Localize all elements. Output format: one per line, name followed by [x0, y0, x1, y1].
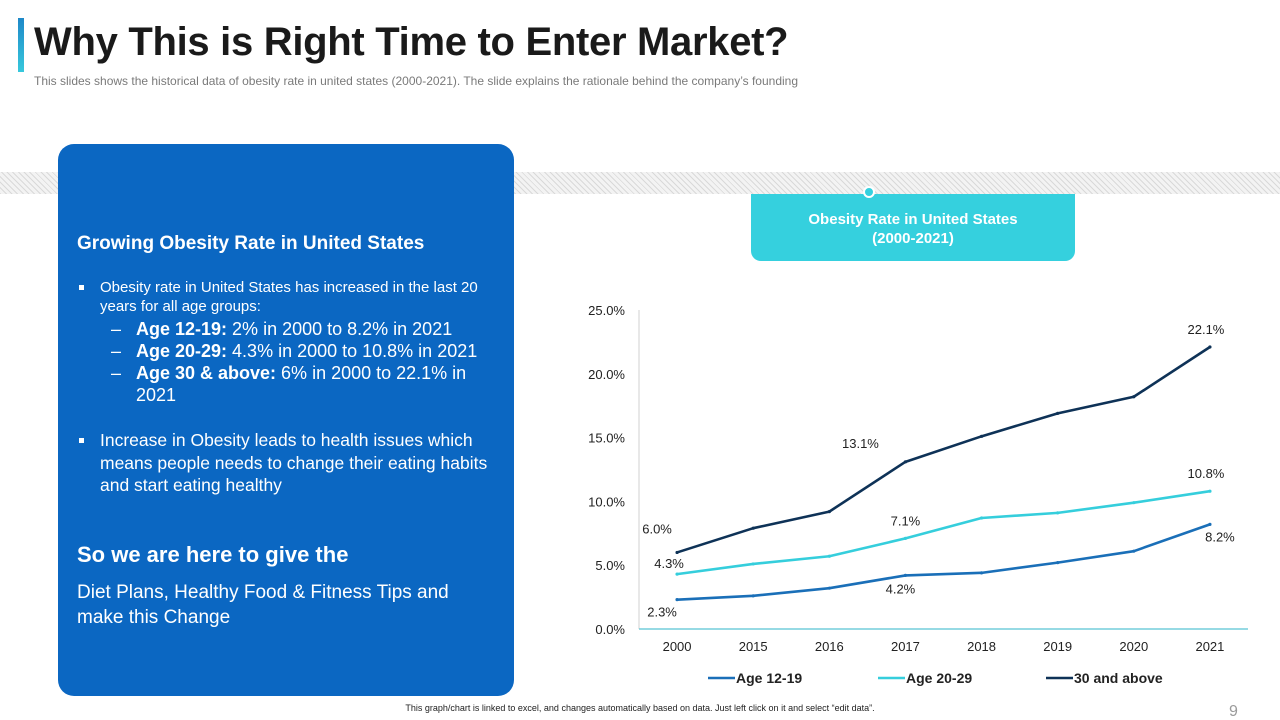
data-label: 6.0% — [642, 521, 672, 536]
card-cta-heading: So we are here to give the — [77, 542, 349, 567]
age-group-label: Age 30 & above: — [136, 363, 277, 383]
data-point-age-12-19 — [979, 571, 984, 575]
bullet-obesity-increase: Obesity rate in United States has increa… — [77, 278, 497, 406]
chart-title-badge: Obesity Rate in United States (2000-2021… — [751, 194, 1075, 261]
dash-icon: – — [111, 363, 122, 383]
series-line-30-and-above — [676, 345, 1211, 554]
legend-label: 30 and above — [1074, 670, 1163, 686]
x-tick-label: 2000 — [663, 639, 692, 654]
y-tick-label: 0.0% — [595, 622, 625, 637]
age-group-text: 6% in 2000 to 22.1% in 2021 — [136, 363, 467, 405]
series-line-age-20-29 — [676, 489, 1211, 576]
bullet-square-icon — [79, 438, 84, 443]
y-tick-label: 25.0% — [588, 303, 625, 318]
card-heading: Growing Obesity Rate in United States — [77, 233, 425, 254]
data-point-30-and-above — [1208, 345, 1212, 349]
data-label: 10.8% — [1188, 466, 1225, 481]
y-tick-label: 5.0% — [595, 558, 625, 573]
x-tick-label: 2018 — [967, 639, 996, 654]
age-group-text: 4.3% in 2000 to 10.8% in 2021 — [227, 341, 478, 361]
badge-connector-dot — [863, 186, 875, 198]
data-point-age-12-19 — [827, 586, 831, 590]
data-point-age-20-29 — [827, 554, 831, 558]
dash-icon: – — [111, 341, 122, 361]
chart-title-line1: Obesity Rate in United States — [808, 211, 1018, 228]
age-group-item: – Age 20-29: 4.3% in 2000 to 10.8% in 202… — [100, 340, 497, 362]
x-tick-label: 2017 — [891, 639, 920, 654]
data-point-age-20-29 — [675, 572, 679, 576]
data-point-30-and-above — [979, 434, 984, 438]
chart-title-line2: (2000-2021) — [872, 230, 954, 247]
age-group-list: – Age 12-19: 2% in 2000 to 8.2% in 2021 –… — [100, 318, 497, 406]
page-subtitle: This slides shows the historical data of… — [34, 74, 799, 88]
page-title: Why This is Right Time to Enter Market? — [34, 20, 789, 64]
card-offer-text: Diet Plans, Healthy Food & Fitness Tips … — [77, 582, 449, 628]
data-point-age-12-19 — [751, 594, 755, 598]
legend-label: Age 20-29 — [906, 670, 972, 686]
age-group-item: – Age 30 & above: 6% in 2000 to 22.1% in … — [100, 362, 497, 406]
data-point-30-and-above — [827, 510, 831, 514]
data-label: 4.3% — [654, 556, 684, 571]
bullet-health-issues: Increase in Obesity leads to health issu… — [77, 429, 497, 497]
age-group-item: – Age 12-19: 2% in 2000 to 8.2% in 2021 — [100, 318, 497, 340]
data-point-30-and-above — [903, 460, 908, 464]
age-group-label: Age 20-29: — [136, 341, 228, 361]
data-point-30-and-above — [675, 550, 679, 555]
data-point-age-12-19 — [1208, 522, 1212, 526]
data-label: 22.1% — [1188, 322, 1225, 337]
data-point-30-and-above — [1056, 411, 1060, 415]
age-group-text: 2% in 2000 to 8.2% in 2021 — [227, 319, 453, 339]
data-point-age-20-29 — [979, 516, 984, 520]
dash-icon: – — [111, 319, 122, 339]
data-point-age-12-19 — [675, 598, 679, 602]
footer-note: This graph/chart is linked to excel, and… — [405, 703, 875, 713]
data-point-age-12-19 — [1132, 549, 1136, 553]
data-point-30-and-above — [751, 526, 755, 530]
data-label: 8.2% — [1205, 529, 1235, 544]
bullet-text: Increase in Obesity leads to health issu… — [100, 430, 488, 495]
y-tick-label: 15.0% — [588, 431, 625, 446]
card-bullet-list: Obesity rate in United States has increa… — [77, 278, 497, 497]
page-number: 9 — [1229, 703, 1238, 720]
info-card: Growing Obesity Rate in United States Ob… — [58, 144, 514, 696]
data-label: 4.2% — [886, 581, 916, 596]
bullet-square-icon — [79, 285, 84, 290]
obesity-line-chart: 0.0% 5.0% 10.0% 15.0% 20.0% 25.0% 2000 2015 2016… — [588, 303, 1248, 686]
x-tick-label: 2021 — [1195, 639, 1224, 654]
data-label: 13.1% — [842, 436, 879, 451]
data-point-age-20-29 — [1056, 511, 1060, 515]
x-tick-label: 2016 — [815, 639, 844, 654]
data-point-age-20-29 — [751, 562, 755, 566]
data-label: 2.3% — [647, 605, 677, 620]
x-tick-label: 2020 — [1119, 639, 1148, 654]
y-tick-label: 10.0% — [588, 494, 625, 509]
data-point-age-20-29 — [1208, 489, 1212, 493]
x-tick-label: 2015 — [739, 639, 768, 654]
data-point-30-and-above — [1132, 395, 1136, 399]
data-point-age-20-29 — [1132, 501, 1136, 505]
data-point-age-12-19 — [903, 573, 908, 578]
bullet-text: Obesity rate in United States has increa… — [100, 279, 478, 315]
data-label: 7.1% — [891, 513, 921, 528]
x-tick-label: 2019 — [1043, 639, 1072, 654]
age-group-label: Age 12-19: — [136, 319, 228, 339]
legend-label: Age 12-19 — [736, 670, 802, 686]
data-point-age-12-19 — [1056, 561, 1060, 565]
y-tick-label: 20.0% — [588, 367, 625, 382]
data-point-age-20-29 — [903, 536, 908, 541]
series-line-age-12-19 — [676, 523, 1211, 601]
title-accent-bar — [18, 18, 24, 72]
